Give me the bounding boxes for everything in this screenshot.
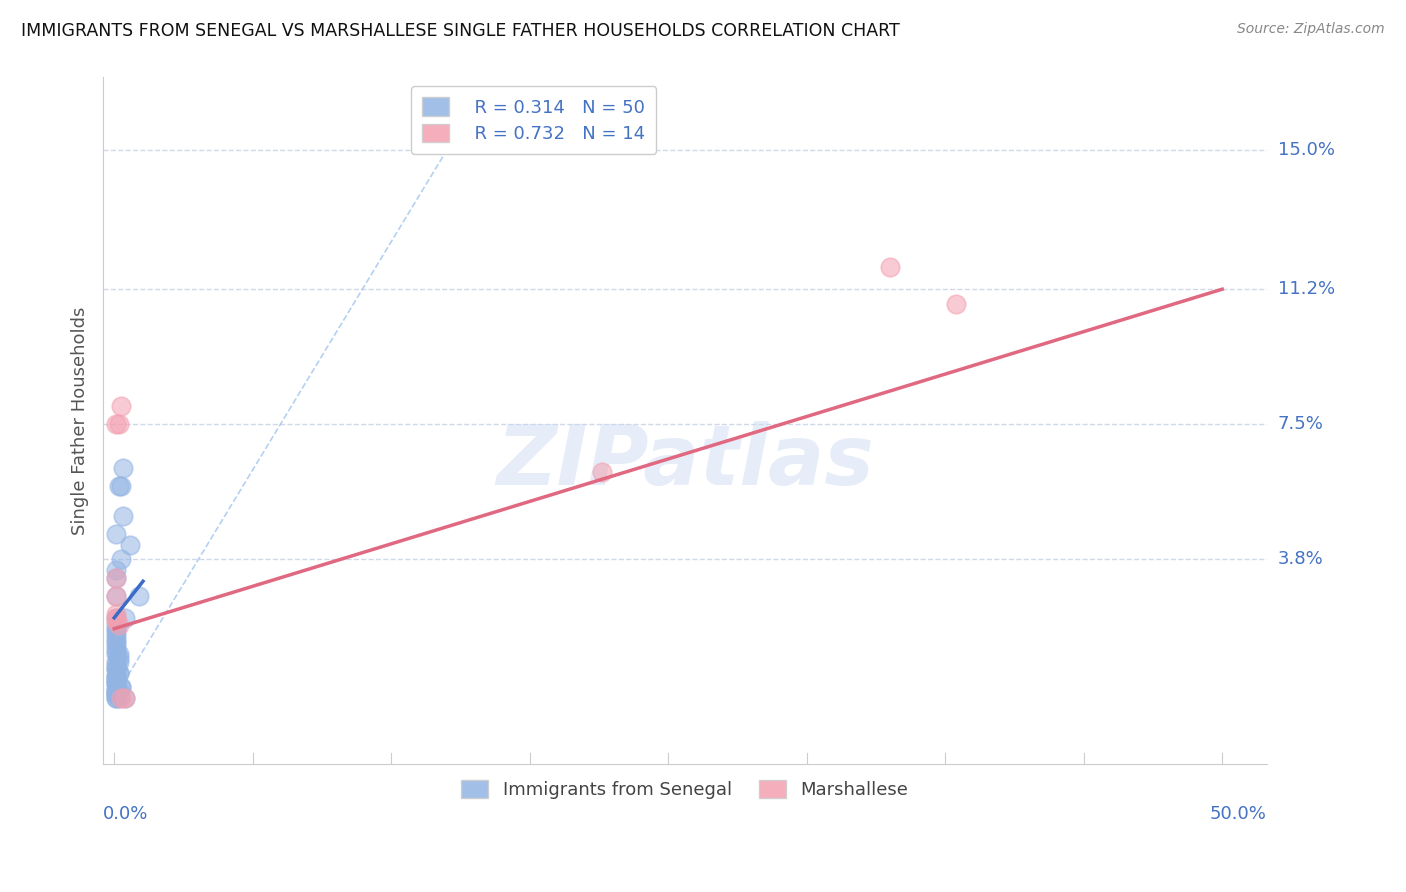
Point bbox=[112, 461, 135, 475]
Point bbox=[105, 526, 128, 541]
Point bbox=[105, 636, 128, 650]
Point bbox=[105, 615, 128, 629]
Point bbox=[107, 479, 129, 493]
Point bbox=[105, 676, 128, 690]
Text: 0.0%: 0.0% bbox=[103, 805, 149, 823]
Point bbox=[105, 688, 128, 702]
Point bbox=[105, 589, 128, 603]
Point bbox=[105, 611, 128, 625]
Point bbox=[105, 655, 128, 669]
Point bbox=[105, 607, 128, 621]
Point bbox=[105, 688, 128, 702]
Point bbox=[105, 643, 128, 657]
Point bbox=[112, 508, 135, 523]
Point bbox=[118, 538, 141, 552]
Text: 50.0%: 50.0% bbox=[1209, 805, 1267, 823]
Point bbox=[591, 465, 613, 479]
Point bbox=[110, 479, 132, 493]
Point bbox=[110, 691, 132, 706]
Point bbox=[105, 571, 128, 585]
Legend: Immigrants from Senegal, Marshallese: Immigrants from Senegal, Marshallese bbox=[454, 772, 915, 806]
Point bbox=[110, 552, 132, 566]
Text: 11.2%: 11.2% bbox=[1278, 280, 1334, 298]
Point bbox=[105, 669, 128, 683]
Point bbox=[110, 399, 132, 413]
Point bbox=[105, 691, 128, 706]
Point bbox=[105, 680, 128, 694]
Text: ZIPatlas: ZIPatlas bbox=[496, 421, 873, 502]
Point bbox=[105, 622, 128, 636]
Point bbox=[105, 662, 128, 676]
Point bbox=[107, 683, 129, 698]
Text: 15.0%: 15.0% bbox=[1278, 142, 1334, 160]
Point bbox=[128, 589, 150, 603]
Text: Source: ZipAtlas.com: Source: ZipAtlas.com bbox=[1237, 22, 1385, 37]
Text: 7.5%: 7.5% bbox=[1278, 416, 1323, 434]
Point bbox=[107, 618, 129, 632]
Point bbox=[105, 688, 128, 702]
Point bbox=[105, 589, 128, 603]
Point bbox=[105, 611, 128, 625]
Point bbox=[105, 673, 128, 687]
Point bbox=[107, 655, 129, 669]
Y-axis label: Single Father Households: Single Father Households bbox=[72, 307, 89, 535]
Text: 3.8%: 3.8% bbox=[1278, 550, 1323, 568]
Point bbox=[107, 691, 129, 706]
Point bbox=[105, 417, 128, 432]
Point bbox=[114, 691, 136, 706]
Point bbox=[114, 611, 136, 625]
Point bbox=[107, 665, 129, 680]
Point bbox=[110, 680, 132, 694]
Point bbox=[105, 648, 128, 662]
Point bbox=[105, 658, 128, 673]
Point bbox=[105, 563, 128, 577]
Point bbox=[107, 648, 129, 662]
Point bbox=[105, 683, 128, 698]
Point bbox=[105, 640, 128, 654]
Point bbox=[105, 632, 128, 647]
Point bbox=[105, 676, 128, 690]
Point bbox=[105, 669, 128, 683]
Point bbox=[105, 683, 128, 698]
Point bbox=[105, 662, 128, 676]
Point bbox=[105, 625, 128, 640]
Point bbox=[114, 691, 136, 706]
Point bbox=[879, 260, 901, 275]
Point bbox=[105, 691, 128, 706]
Point bbox=[107, 651, 129, 665]
Point bbox=[107, 417, 129, 432]
Point bbox=[107, 665, 129, 680]
Point bbox=[105, 673, 128, 687]
Point bbox=[105, 629, 128, 643]
Point bbox=[105, 618, 128, 632]
Text: IMMIGRANTS FROM SENEGAL VS MARSHALLESE SINGLE FATHER HOUSEHOLDS CORRELATION CHAR: IMMIGRANTS FROM SENEGAL VS MARSHALLESE S… bbox=[21, 22, 900, 40]
Point bbox=[945, 297, 967, 311]
Point bbox=[105, 571, 128, 585]
Point bbox=[110, 680, 132, 694]
